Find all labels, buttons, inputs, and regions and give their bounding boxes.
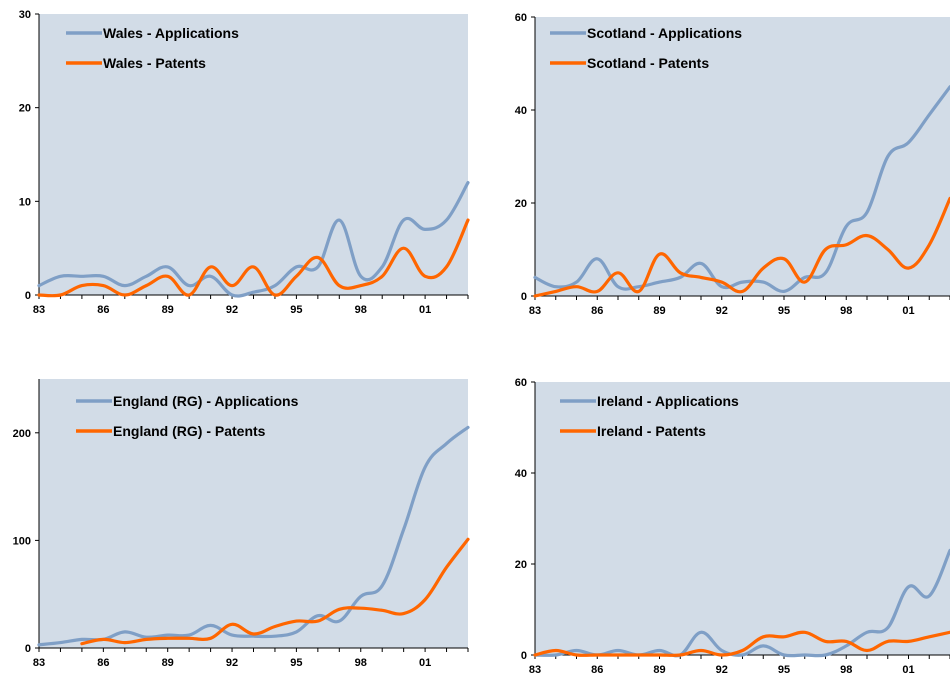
x-tick-label: 92 xyxy=(226,304,238,316)
series-line-patents xyxy=(533,630,950,657)
legend-label: Wales - Patents xyxy=(103,55,206,71)
y-tick-label: 100 xyxy=(13,535,31,547)
plot-area xyxy=(39,14,468,295)
plot-area xyxy=(39,379,468,648)
x-tick-label: 95 xyxy=(778,305,790,317)
series-line-applications xyxy=(37,181,470,298)
x-tick-label: 01 xyxy=(902,664,914,676)
chart-panel-3: 0 100 200 83 86 89 92 95 98 01 England (RG) - Appl… xyxy=(13,379,470,669)
y-tick-label: 20 xyxy=(19,103,31,115)
legend: England (RG) - Applications England (RG) … xyxy=(76,393,299,439)
legend: Scotland - Applications Scotland - Patent… xyxy=(550,25,742,71)
legend: Wales - Applications Wales - Patents xyxy=(66,25,239,71)
y-tick-label: 60 xyxy=(515,377,527,389)
series-line-patents xyxy=(37,218,470,298)
y-tick-label: 20 xyxy=(515,198,527,210)
chart-panel-2: 0 20 40 60 83 86 89 92 95 98 01 Scotland - Applicat… xyxy=(515,12,950,317)
x-tick-label: 98 xyxy=(840,305,852,317)
x-tick-label: 89 xyxy=(653,305,665,317)
series-line-patents xyxy=(80,537,470,646)
y-tick-label: 30 xyxy=(19,9,31,21)
y-tick-label: 40 xyxy=(515,468,527,480)
x-tick-label: 01 xyxy=(902,305,914,317)
x-tick-label: 95 xyxy=(290,657,302,669)
legend-label: England (RG) - Patents xyxy=(113,423,266,439)
legend-label: Wales - Applications xyxy=(103,25,239,41)
series-line-applications xyxy=(533,85,950,294)
series-line-applications xyxy=(37,425,470,647)
y-tick-label: 0 xyxy=(521,650,527,662)
y-tick-label: 10 xyxy=(19,196,31,208)
x-tick-label: 01 xyxy=(419,304,431,316)
x-tick-label: 92 xyxy=(716,664,728,676)
plot-area xyxy=(535,382,950,655)
x-tick-label: 98 xyxy=(355,657,367,669)
x-tick-label: 98 xyxy=(355,304,367,316)
x-tick-label: 83 xyxy=(529,664,541,676)
legend-label: Ireland - Applications xyxy=(597,393,739,409)
x-tick-label: 86 xyxy=(591,664,603,676)
y-tick-label: 200 xyxy=(13,428,31,440)
y-tick-label: 60 xyxy=(515,12,527,24)
x-tick-label: 98 xyxy=(840,664,852,676)
x-tick-label: 95 xyxy=(290,304,302,316)
x-tick-label: 86 xyxy=(97,304,109,316)
legend-label: Scotland - Patents xyxy=(587,55,709,71)
chart-panel-4: 0 20 40 60 83 86 89 92 95 98 01 Ireland - Applicati… xyxy=(515,377,950,676)
legend: Ireland - Applications Ireland - Patents xyxy=(560,393,739,439)
series-line-patents xyxy=(533,196,950,298)
x-tick-label: 83 xyxy=(33,304,45,316)
x-tick-label: 92 xyxy=(226,657,238,669)
x-tick-label: 92 xyxy=(716,305,728,317)
x-tick-label: 01 xyxy=(419,657,431,669)
x-tick-label: 89 xyxy=(653,664,665,676)
plot-area xyxy=(535,17,950,296)
legend-label: Scotland - Applications xyxy=(587,25,742,41)
x-tick-label: 83 xyxy=(33,657,45,669)
legend-label: England (RG) - Applications xyxy=(113,393,299,409)
x-tick-label: 95 xyxy=(778,664,790,676)
y-tick-label: 0 xyxy=(25,290,31,302)
chart-panel-1: 0 10 20 30 83 86 89 92 95 98 01 Wales - Application… xyxy=(19,9,470,316)
x-tick-label: 86 xyxy=(97,657,109,669)
y-tick-label: 20 xyxy=(515,559,527,571)
x-tick-label: 83 xyxy=(529,305,541,317)
y-tick-label: 40 xyxy=(515,105,527,117)
y-tick-label: 0 xyxy=(25,643,31,655)
x-tick-label: 89 xyxy=(162,657,174,669)
y-tick-label: 0 xyxy=(521,291,527,303)
x-tick-label: 89 xyxy=(162,304,174,316)
legend-label: Ireland - Patents xyxy=(597,423,706,439)
x-tick-label: 86 xyxy=(591,305,603,317)
